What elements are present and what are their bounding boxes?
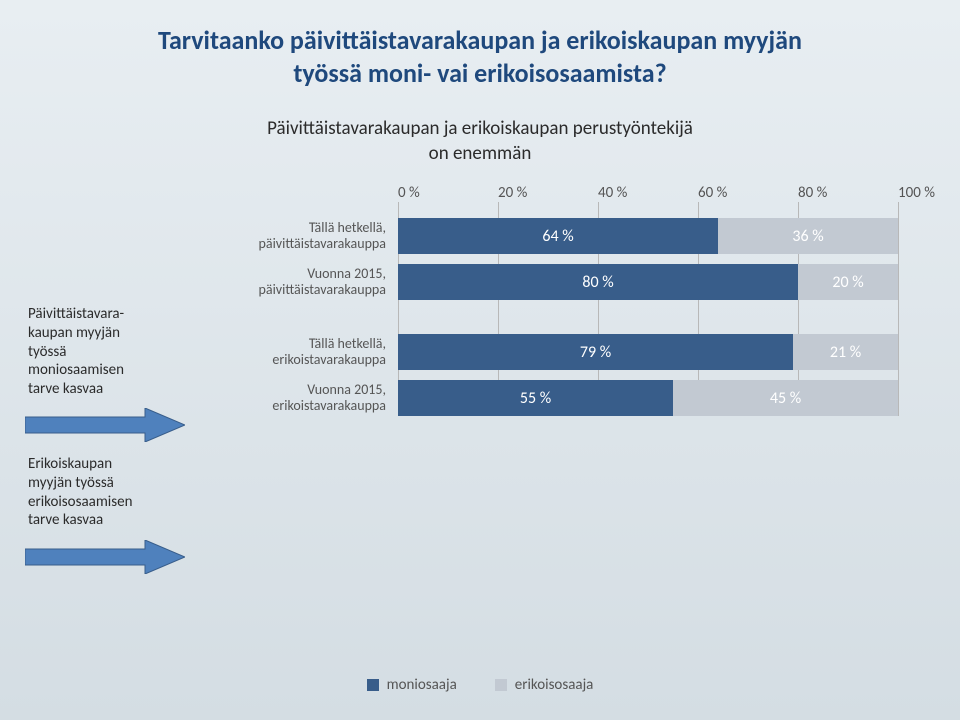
arrow-right-icon — [25, 408, 185, 442]
side-bottom-l1: Erikoiskaupan — [28, 455, 188, 474]
bar-category-label: Vuonna 2015,päivittäistavarakauppa — [186, 266, 386, 298]
side-annotation-top: Päivittäistavara- kaupan myyjän työssä m… — [28, 305, 188, 399]
chart-subtitle: Päivittäistavarakaupan ja erikoiskaupan … — [38, 117, 922, 166]
bar-row: Vuonna 2015,erikoistavarakauppa55 %45 % — [398, 380, 898, 416]
side-bottom-l2: myyjän työssä — [28, 474, 188, 493]
legend-item-erikoisosaaja: erikoisosaaja — [495, 676, 594, 694]
bar-category-label: Tällä hetkellä,erikoistavarakauppa — [186, 336, 386, 368]
side-top-l1: Päivittäistavara- — [28, 305, 188, 324]
chart: 0 %20 %40 %60 %80 %100 % Tällä hetkellä,… — [198, 184, 918, 416]
bar-segment-moniosaaja: 55 % — [398, 380, 673, 416]
arrow-right-icon — [25, 540, 185, 574]
bar-row: Vuonna 2015,päivittäistavarakauppa80 %20… — [398, 264, 898, 300]
title-line2: työssä moni- vai erikoisosaamista? — [38, 57, 922, 90]
side-top-l3: työssä — [28, 343, 188, 362]
bar-segment-moniosaaja: 64 % — [398, 218, 718, 254]
bar-segment-erikoisosaaja: 36 % — [718, 218, 898, 254]
x-axis: 0 %20 %40 %60 %80 %100 % — [398, 184, 898, 202]
legend: moniosaaja erikoisosaaja — [0, 676, 960, 694]
bar-segment-erikoisosaaja: 20 % — [798, 264, 898, 300]
legend-swatch — [495, 679, 507, 691]
bar-segment-moniosaaja: 80 % — [398, 264, 798, 300]
title-line1: Tarvitaanko päivittäistavarakaupan ja er… — [38, 24, 922, 57]
side-bottom-l3: erikoisosaamisen — [28, 493, 188, 512]
bar-row: Tällä hetkellä,erikoistavarakauppa79 %21… — [398, 334, 898, 370]
chart-grid: Tällä hetkellä,päivittäistavarakauppa64 … — [398, 202, 898, 416]
side-annotation-bottom: Erikoiskaupan myyjän työssä erikoisosaam… — [28, 455, 188, 530]
bar-category-label: Vuonna 2015,erikoistavarakauppa — [186, 382, 386, 414]
legend-label: moniosaaja — [387, 676, 457, 694]
subtitle-line1: Päivittäistavarakaupan ja erikoiskaupan … — [38, 117, 922, 142]
page-title: Tarvitaanko päivittäistavarakaupan ja er… — [38, 24, 922, 89]
legend-item-moniosaaja: moniosaaja — [367, 676, 457, 694]
legend-label: erikoisosaaja — [515, 676, 594, 694]
bar-row: Tällä hetkellä,päivittäistavarakauppa64 … — [398, 218, 898, 254]
bar-segment-erikoisosaaja: 21 % — [793, 334, 898, 370]
side-top-l2: kaupan myyjän — [28, 324, 188, 343]
side-bottom-l4: tarve kasvaa — [28, 511, 188, 530]
bar-segment-moniosaaja: 79 % — [398, 334, 793, 370]
side-top-l5: tarve kasvaa — [28, 380, 188, 399]
bar-segment-erikoisosaaja: 45 % — [673, 380, 898, 416]
legend-swatch — [367, 679, 379, 691]
side-top-l4: moniosaamisen — [28, 361, 188, 380]
bar-category-label: Tällä hetkellä,päivittäistavarakauppa — [186, 220, 386, 252]
subtitle-line2: on enemmän — [38, 142, 922, 167]
